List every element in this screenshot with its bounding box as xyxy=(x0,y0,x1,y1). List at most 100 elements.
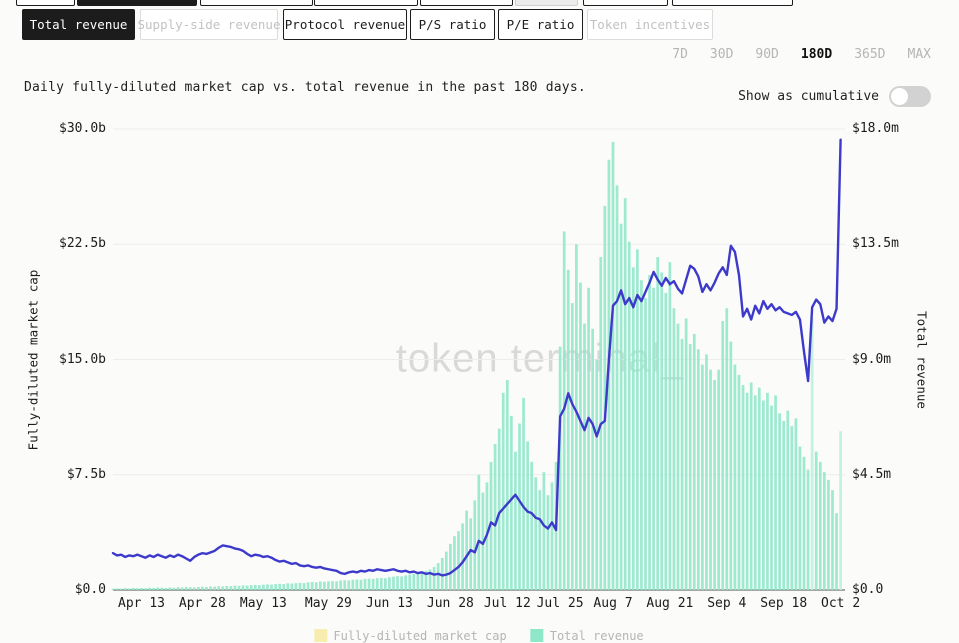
revenue-bar xyxy=(355,579,359,590)
range-180d[interactable]: 180D xyxy=(800,47,833,62)
revenue-bar xyxy=(672,308,676,590)
revenue-bar xyxy=(257,585,261,590)
revenue-bar xyxy=(298,582,302,590)
revenue-bar xyxy=(510,415,513,590)
legend-label: Fully-diluted market cap xyxy=(333,629,507,643)
y-axis-right-tick: $18.0m xyxy=(852,121,899,136)
revenue-bar xyxy=(197,586,200,590)
cumulative-toggle[interactable] xyxy=(889,86,931,107)
revenue-bar xyxy=(741,385,745,590)
revenue-bar xyxy=(701,364,704,590)
revenue-bar xyxy=(465,510,468,590)
revenue-bar xyxy=(514,451,517,590)
time-range-selector: 7D 30D 90D 180D 365D MAX xyxy=(672,47,931,62)
cutoff-tab[interactable] xyxy=(200,0,313,6)
revenue-bar xyxy=(469,518,473,590)
revenue-bar xyxy=(705,354,708,590)
revenue-bar xyxy=(404,575,408,590)
revenue-bar xyxy=(656,257,660,590)
revenue-bar xyxy=(538,490,542,590)
revenue-bar xyxy=(188,587,192,590)
revenue-bar xyxy=(449,543,452,590)
revenue-bar xyxy=(696,349,700,590)
revenue-bar xyxy=(587,287,590,590)
legend-item-market-cap[interactable]: Fully-diluted market cap xyxy=(314,629,507,643)
revenue-bar xyxy=(270,584,273,590)
revenue-bar xyxy=(660,272,664,590)
tab-supply-side-revenue[interactable]: Supply-side revenue xyxy=(138,9,281,40)
x-axis-label: Aug 21 xyxy=(646,596,694,611)
revenue-bar xyxy=(229,586,233,590)
revenue-bar xyxy=(762,400,765,590)
revenue-bar xyxy=(595,359,599,590)
revenue-bar xyxy=(583,323,586,590)
revenue-bar xyxy=(729,341,733,590)
revenue-bar xyxy=(457,531,460,590)
revenue-bar xyxy=(591,328,594,590)
revenue-bar xyxy=(123,588,127,590)
revenue-bar xyxy=(388,577,391,590)
cutoff-tab[interactable] xyxy=(16,0,75,6)
revenue-bar xyxy=(213,586,216,590)
cutoff-tab-selected[interactable] xyxy=(77,0,197,6)
range-365d[interactable]: 365D xyxy=(854,47,886,62)
revenue-bar xyxy=(688,344,692,590)
cutoff-tab[interactable] xyxy=(314,0,418,6)
token-terminal-watermark: token terminal_ xyxy=(395,336,685,381)
revenue-bar xyxy=(566,269,570,590)
cutoff-tab[interactable] xyxy=(515,0,578,6)
revenue-bar xyxy=(786,410,790,590)
revenue-bar xyxy=(774,395,777,590)
revenue-bar xyxy=(412,573,416,591)
cutoff-tab[interactable] xyxy=(583,0,668,6)
revenue-bar xyxy=(461,523,464,590)
range-90d[interactable]: 90D xyxy=(755,47,779,62)
range-max[interactable]: MAX xyxy=(907,47,931,62)
tab-protocol-revenue[interactable]: Protocol revenue xyxy=(283,9,407,40)
revenue-bar xyxy=(131,587,135,590)
revenue-bar xyxy=(119,588,123,590)
tab-ps-ratio[interactable]: P/S ratio xyxy=(410,9,495,40)
revenue-bar xyxy=(363,578,367,590)
revenue-bar xyxy=(810,318,814,590)
revenue-bar xyxy=(331,581,334,590)
revenue-bar xyxy=(648,274,651,590)
x-axis-label: Jun 28 xyxy=(426,596,474,611)
y-axis-left-tick: $0.0 xyxy=(74,582,106,597)
revenue-bar xyxy=(245,585,249,590)
revenue-bar xyxy=(802,456,806,590)
revenue-bar xyxy=(831,490,834,590)
revenue-bar xyxy=(274,584,277,590)
y-axis-left-tick: $15.0b xyxy=(59,352,106,367)
y-axis-right-tick: $4.5m xyxy=(852,467,892,482)
revenue-bar xyxy=(359,579,363,590)
x-axis: Apr 13 Apr 28 May 13 May 29 Jun 13 Jun 28 Jul … xyxy=(0,596,959,614)
cutoff-tab[interactable] xyxy=(672,0,793,6)
cutoff-tab[interactable] xyxy=(420,0,513,6)
revenue-bar xyxy=(233,585,237,590)
revenue-bar xyxy=(408,574,412,590)
range-7d[interactable]: 7D xyxy=(672,47,688,62)
revenue-bar xyxy=(640,280,643,590)
legend-label: Total revenue xyxy=(549,629,644,643)
revenue-bar xyxy=(709,369,712,590)
revenue-bar xyxy=(615,185,619,590)
market-cap-line xyxy=(111,138,842,577)
revenue-bar xyxy=(392,576,395,590)
revenue-bar xyxy=(180,587,184,590)
tab-pe-ratio[interactable]: P/E ratio xyxy=(498,9,583,40)
revenue-bar xyxy=(221,586,225,590)
revenue-bar xyxy=(241,585,245,590)
range-30d[interactable]: 30D xyxy=(709,47,734,62)
revenue-bar xyxy=(766,392,769,590)
revenue-bar xyxy=(314,582,318,590)
revenue-bar xyxy=(818,461,822,590)
revenue-bar xyxy=(140,587,143,590)
tab-total-revenue[interactable]: Total revenue xyxy=(22,9,135,40)
revenue-bar xyxy=(505,379,509,590)
y-axis-right-title: Total revenue xyxy=(914,311,930,409)
revenue-bar xyxy=(444,551,448,590)
tab-token-incentives[interactable]: Token incentives xyxy=(587,9,713,40)
legend-item-total-revenue[interactable]: Total revenue xyxy=(530,629,644,643)
